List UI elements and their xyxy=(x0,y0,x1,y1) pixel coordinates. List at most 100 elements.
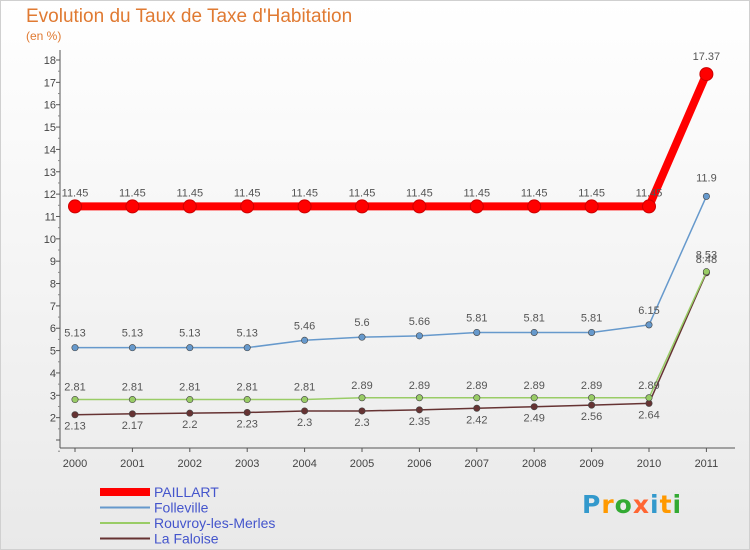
data-label: 2.81 xyxy=(64,382,85,394)
data-point xyxy=(243,396,251,404)
data-label: 2.49 xyxy=(523,413,544,425)
x-tick-label: 2010 xyxy=(637,458,661,470)
y-tick-label: 12 xyxy=(44,189,56,201)
data-point xyxy=(186,409,194,417)
logo-letter: P xyxy=(582,490,602,519)
data-point xyxy=(473,328,481,336)
data-label: 5.13 xyxy=(236,328,257,340)
data-label: 2.89 xyxy=(581,380,602,392)
data-label: 11.45 xyxy=(463,187,490,199)
x-tick-label: 2002 xyxy=(178,458,202,470)
x-tick-label: 2008 xyxy=(522,458,546,470)
y-tick-label: 2 xyxy=(50,413,56,425)
y-tick-label: 9 xyxy=(50,256,56,268)
data-point xyxy=(702,192,710,200)
legend-entry: Rouvroy-les-Merles xyxy=(154,515,275,531)
data-label: 2.81 xyxy=(122,382,143,394)
data-point xyxy=(642,199,656,214)
data-label: 5.81 xyxy=(581,312,602,324)
logo-letter: r xyxy=(601,490,615,519)
data-point xyxy=(68,199,82,214)
data-label: 6.15 xyxy=(638,305,659,317)
data-label: 11.45 xyxy=(291,187,318,199)
data-point xyxy=(645,394,653,402)
data-point xyxy=(128,410,136,418)
data-label: 11.45 xyxy=(578,187,605,199)
data-label: 11.45 xyxy=(176,187,203,199)
y-tick-label: 17 xyxy=(44,77,56,89)
data-point xyxy=(301,336,309,344)
x-tick-label: 2011 xyxy=(695,458,719,470)
legend-entry: PAILLART xyxy=(154,484,219,500)
data-point xyxy=(71,396,79,404)
data-label: 5.6 xyxy=(354,317,369,329)
data-label: 8.53 xyxy=(696,250,717,262)
x-tick-label: 2007 xyxy=(465,458,489,470)
data-label: 11.45 xyxy=(349,187,376,199)
series-line-rouvroy-les-merles xyxy=(74,270,708,401)
data-point xyxy=(358,407,366,415)
data-point xyxy=(530,403,538,411)
y-tick-label: 10 xyxy=(44,234,56,246)
x-tick-label: 2004 xyxy=(292,458,316,470)
logo-letter: x xyxy=(632,490,650,519)
x-tick-label: 2000 xyxy=(63,458,87,470)
data-point xyxy=(71,411,79,419)
y-tick-label: 6 xyxy=(50,323,56,335)
y-tick-label: 8 xyxy=(50,279,56,291)
y-tick-label: 18 xyxy=(44,55,56,67)
data-label: 2.3 xyxy=(354,417,369,429)
chart-title: Evolution du Taux de Taxe d'Habitation xyxy=(26,6,353,27)
logo-letter: i xyxy=(650,490,660,519)
data-point xyxy=(412,199,427,214)
y-tick-label: 7 xyxy=(50,301,56,313)
data-label: 2.64 xyxy=(638,409,659,421)
data-point xyxy=(182,199,197,214)
y-tick-label: 15 xyxy=(44,122,56,134)
data-label: 2.2 xyxy=(182,419,197,431)
data-point xyxy=(588,394,596,402)
data-label: 2.23 xyxy=(236,419,257,431)
data-label: 11.45 xyxy=(521,187,548,199)
data-point xyxy=(645,321,653,329)
x-tick-label: 2001 xyxy=(120,458,144,470)
data-label: 2.13 xyxy=(64,421,85,433)
data-point xyxy=(243,344,251,352)
data-label: 5.66 xyxy=(409,316,430,328)
x-tick-label: 2005 xyxy=(350,458,374,470)
data-label: 2.42 xyxy=(466,414,487,426)
data-point xyxy=(584,199,599,214)
data-point xyxy=(125,199,140,214)
data-point xyxy=(297,199,312,214)
data-point xyxy=(415,332,423,340)
x-tick-label: 2009 xyxy=(579,458,603,470)
logo-letter: i xyxy=(672,490,683,519)
logo-letter: o xyxy=(614,490,633,519)
y-tick-label: 11 xyxy=(45,211,56,223)
data-point xyxy=(128,396,136,404)
data-label: 2.56 xyxy=(581,411,602,423)
data-label: 2.35 xyxy=(409,416,430,428)
data-point xyxy=(530,394,538,402)
y-tick-label: 5 xyxy=(50,346,56,358)
data-label: 11.45 xyxy=(62,187,89,199)
proxiti-logo: Proxiti xyxy=(582,490,682,519)
data-point xyxy=(415,406,423,414)
data-label: 5.46 xyxy=(294,320,315,332)
data-point xyxy=(71,344,79,352)
data-label: 11.45 xyxy=(406,187,433,199)
data-label: 8.48 xyxy=(696,254,717,266)
data-point xyxy=(243,409,251,417)
data-label: 2.89 xyxy=(638,380,659,392)
data-label: 17.37 xyxy=(693,51,721,63)
data-point xyxy=(128,344,136,352)
legend-entry: La Faloise xyxy=(154,531,219,547)
y-tick-label: 16 xyxy=(44,100,56,112)
data-point xyxy=(186,344,194,352)
data-point xyxy=(527,199,542,214)
y-tick-label: 13 xyxy=(44,167,56,179)
data-label: 5.81 xyxy=(466,312,487,324)
x-tick-label: 2003 xyxy=(235,458,259,470)
data-label: 2.81 xyxy=(294,382,315,394)
